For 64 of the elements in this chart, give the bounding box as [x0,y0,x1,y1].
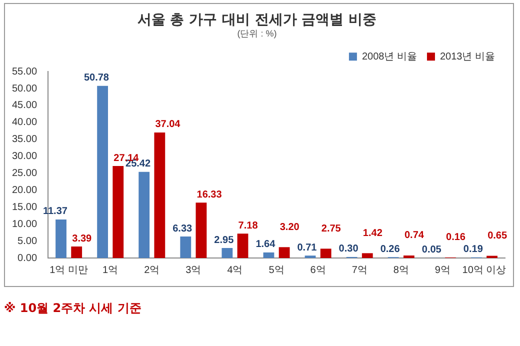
bar [222,248,233,258]
data-label: 2.75 [321,223,342,234]
y-tick-label: 55.00 [12,66,38,78]
y-tick-label: 50.00 [12,83,38,94]
data-label: 0.30 [338,244,359,255]
bar [320,248,332,258]
y-tick-label: 25.00 [12,168,38,180]
y-tick-label: 40.00 [12,117,38,128]
y-tick-label: 15.00 [12,202,38,213]
data-label: 16.33 [196,189,222,200]
x-tick-label: 1억 [102,264,118,276]
data-label: 0.74 [404,230,424,242]
bar [71,246,82,258]
data-label: 0.71 [297,242,318,254]
data-label: 0.26 [380,244,400,255]
x-tick-label: 5억 [268,264,284,276]
y-tick-label: 20.00 [12,184,38,196]
x-tick-label: 4억 [227,264,243,276]
data-label: 2.95 [214,234,234,246]
data-label: 0.65 [488,230,508,242]
bar [196,202,207,258]
bar [112,166,124,258]
x-tick-label: 6억 [310,264,326,276]
x-tick-label: 7억 [352,264,368,276]
data-label: 0.16 [446,232,466,244]
data-label: 3.20 [280,222,300,233]
y-tick-label: 5.00 [18,236,38,247]
y-tick-label: 0.00 [18,252,38,264]
y-tick-label: 30.00 [12,151,38,162]
x-tick-label: 1억 미만 [50,264,88,276]
x-tick-label: 8억 [393,264,409,276]
y-tick-label: 45.00 [12,100,38,112]
bar [180,236,192,258]
legend-label: 2013년 비율 [440,51,496,62]
bar [97,86,108,258]
bar [263,252,274,258]
y-tick-label: 10.00 [12,218,38,230]
data-label: 1.42 [362,228,383,239]
data-label: 7.18 [238,220,258,232]
x-tick-label: 2억 [144,264,160,276]
bar [154,132,166,258]
data-label: 25.42 [126,158,151,170]
x-tick-label: 3억 [186,264,202,276]
data-label: 37.04 [155,119,181,130]
data-label: 50.78 [84,72,110,84]
data-label: 11.37 [42,206,68,218]
chart-title: 서울 총 가구 대비 전세가 금액별 비중 [137,12,377,28]
data-label: 0.05 [422,244,442,256]
text: ※ 10월 2주차 시세 기준 [4,300,142,317]
data-label: 3.39 [72,233,92,244]
data-label: 1.64 [256,239,276,250]
bar [278,247,290,258]
bar [362,253,373,258]
chart-subtitle: (단위 : %) [237,28,277,39]
data-label: 0.19 [463,244,484,256]
legend-label: 2008년 비율 [362,51,417,62]
bar [237,234,248,258]
x-tick-label: 9억 [434,264,450,276]
x-tick-label: 10억 이상 [462,264,506,276]
y-tick-label: 35.00 [12,134,38,146]
bar [403,255,414,258]
data-label: 6.33 [172,223,193,234]
bar [56,219,66,258]
bar [138,172,150,258]
